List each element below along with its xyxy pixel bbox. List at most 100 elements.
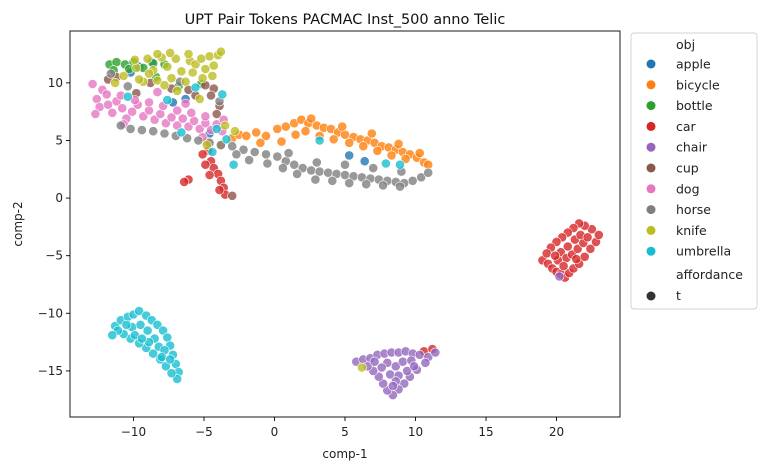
plot-frame bbox=[69, 30, 621, 418]
point-knife bbox=[180, 76, 191, 87]
point-knife bbox=[196, 53, 207, 64]
point-knife bbox=[118, 71, 129, 81]
legend-label-chair: chair bbox=[676, 140, 708, 155]
point-horse bbox=[340, 170, 350, 180]
point-knife bbox=[172, 86, 183, 96]
point-horse bbox=[340, 159, 350, 170]
point-car bbox=[585, 243, 596, 254]
point-car bbox=[562, 241, 573, 252]
point-horse bbox=[262, 158, 273, 169]
point-bicycle bbox=[241, 130, 252, 141]
point-bicycle bbox=[344, 137, 355, 148]
x-axis: −10 −5 0 5 10 15 20 bbox=[121, 417, 564, 439]
point-horse bbox=[106, 68, 116, 79]
point-bicycle bbox=[358, 141, 369, 152]
point-chair bbox=[402, 365, 412, 376]
point-cup bbox=[227, 190, 238, 201]
point-knife bbox=[356, 362, 367, 373]
point-knife bbox=[230, 126, 240, 137]
x-axis-label: comp-1 bbox=[322, 447, 367, 461]
point-knife bbox=[165, 48, 175, 58]
point-knife bbox=[159, 80, 170, 91]
point-apple bbox=[344, 150, 355, 161]
point-knife bbox=[129, 54, 140, 65]
point-umbrella bbox=[217, 89, 228, 100]
point-knife bbox=[194, 94, 205, 104]
legend-entries: apple bicycle bottle car chair cup dog horse kni… bbox=[646, 57, 731, 259]
point-bicycle bbox=[290, 129, 301, 140]
point-dog bbox=[87, 79, 98, 89]
legend-marker-knife bbox=[646, 225, 656, 235]
point-knife bbox=[176, 66, 187, 77]
point-knife bbox=[131, 63, 142, 73]
legend-hue-title: obj bbox=[676, 37, 695, 52]
point-horse bbox=[249, 147, 260, 157]
y-tick-label: 5 bbox=[55, 133, 63, 147]
point-bicycle bbox=[300, 126, 311, 137]
point-horse bbox=[407, 175, 418, 186]
point-bicycle bbox=[366, 128, 377, 139]
x-tick-label: 20 bbox=[549, 425, 564, 439]
point-knife bbox=[152, 75, 163, 86]
point-horse bbox=[159, 128, 170, 139]
point-car bbox=[558, 261, 569, 271]
point-horse bbox=[231, 149, 242, 160]
point-car bbox=[550, 250, 560, 261]
legend-marker-umbrella bbox=[646, 246, 656, 256]
point-cup bbox=[211, 109, 222, 119]
point-umbrella bbox=[107, 330, 118, 341]
y-tick-label: −15 bbox=[38, 364, 63, 378]
point-umbrella bbox=[228, 159, 239, 170]
point-chair bbox=[387, 380, 398, 391]
point-horse bbox=[361, 179, 372, 190]
legend-label-umbrella: umbrella bbox=[676, 244, 731, 259]
point-horse bbox=[115, 120, 126, 131]
legend-label-t: t bbox=[676, 288, 681, 303]
point-umbrella bbox=[211, 123, 222, 134]
x-tick-label: 15 bbox=[478, 425, 493, 439]
point-dog bbox=[166, 112, 177, 123]
point-knife bbox=[208, 60, 219, 71]
point-knife bbox=[204, 51, 215, 62]
point-horse bbox=[378, 180, 388, 191]
point-umbrella bbox=[122, 91, 133, 102]
point-car bbox=[204, 170, 215, 180]
point-dog bbox=[117, 103, 128, 114]
point-dog bbox=[180, 98, 191, 109]
points-layer bbox=[87, 46, 604, 400]
legend-frame bbox=[630, 32, 758, 310]
y-tick-label: 10 bbox=[48, 76, 63, 90]
point-car bbox=[214, 185, 225, 195]
point-knife bbox=[207, 71, 218, 81]
point-dog bbox=[200, 111, 211, 122]
legend-label-apple: apple bbox=[676, 57, 711, 72]
point-umbrella bbox=[136, 333, 147, 344]
point-car bbox=[197, 149, 208, 160]
point-umbrella bbox=[221, 134, 232, 145]
legend-marker-t bbox=[646, 291, 656, 301]
point-bicycle bbox=[393, 138, 404, 149]
legend-marker-dog bbox=[646, 184, 656, 194]
legend-marker-apple bbox=[646, 59, 656, 69]
x-tick-label: 0 bbox=[271, 425, 279, 439]
point-knife bbox=[162, 61, 173, 72]
point-horse bbox=[244, 155, 254, 165]
point-knife bbox=[134, 74, 144, 85]
point-dog bbox=[144, 97, 154, 108]
point-horse bbox=[416, 172, 427, 183]
legend-label-knife: knife bbox=[676, 223, 707, 238]
y-tick-label: 0 bbox=[55, 191, 63, 205]
point-dog bbox=[90, 109, 101, 119]
point-dog bbox=[177, 113, 188, 124]
legend: obj apple bicycle bottle car chair cup dog hors… bbox=[630, 32, 758, 310]
point-horse bbox=[238, 144, 249, 155]
point-umbrella bbox=[148, 348, 159, 359]
point-horse bbox=[311, 157, 322, 168]
point-horse bbox=[306, 165, 317, 176]
point-dog bbox=[172, 105, 183, 116]
point-car bbox=[593, 229, 604, 240]
y-tick-label: −10 bbox=[38, 306, 63, 320]
point-knife bbox=[144, 68, 154, 79]
point-bicycle bbox=[272, 123, 283, 134]
point-bicycle bbox=[337, 121, 348, 132]
